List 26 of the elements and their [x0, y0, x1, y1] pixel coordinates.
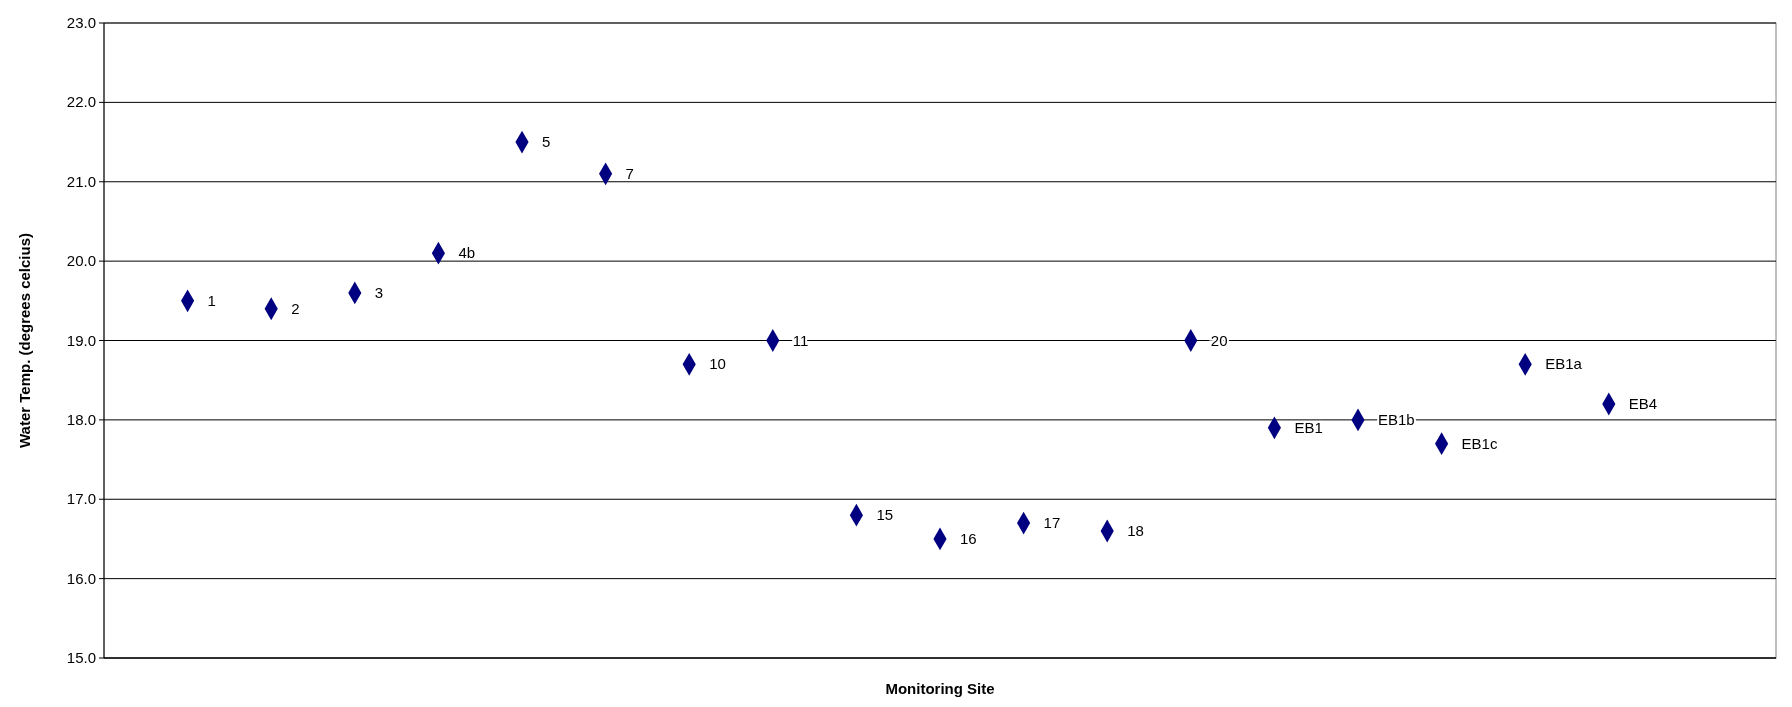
y-tick-label: 17.0 — [66, 490, 96, 508]
y-tick-label: 19.0 — [66, 331, 96, 349]
y-tick-label: 16.0 — [66, 569, 96, 587]
y-axis-title: Water Temp. (degrees celcius) — [16, 232, 33, 449]
x-tick-label: 5 — [542, 133, 551, 151]
y-tick-label: 18.0 — [66, 410, 96, 428]
x-axis-title: Monitoring Site — [885, 680, 995, 697]
x-tick-label: EB1c — [1461, 434, 1498, 452]
x-tick-label: 16 — [960, 529, 977, 547]
x-tick-label: EB1a — [1545, 355, 1583, 373]
y-tick-label: 23.0 — [66, 14, 96, 31]
x-tick-label: EB4 — [1628, 395, 1658, 412]
y-tick-label: 22.0 — [66, 93, 96, 111]
x-tick-label: EB1 — [1294, 418, 1323, 436]
x-tick-label: 1 — [207, 291, 216, 309]
x-tick-label: 2 — [291, 299, 300, 317]
x-tick-label: 10 — [709, 355, 726, 373]
y-tick-label: 20.0 — [66, 252, 96, 270]
y-tick-label: 21.0 — [66, 172, 96, 190]
x-tick-label: 3 — [374, 283, 384, 301]
x-tick-label: 18 — [1127, 522, 1144, 539]
x-tick-label: 15 — [876, 506, 894, 524]
x-tick-label: 17 — [1043, 514, 1061, 532]
x-tick-label: 7 — [625, 164, 634, 182]
y-tick-label: 15.0 — [66, 649, 96, 666]
x-tick-label: 4b — [458, 244, 476, 262]
